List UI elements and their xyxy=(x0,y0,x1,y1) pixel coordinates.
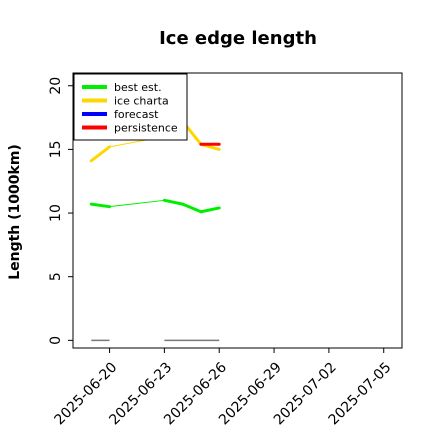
legend-label: best est. xyxy=(114,81,162,94)
series-segment xyxy=(109,199,165,208)
series-segment xyxy=(89,145,112,163)
y-tick-label: 5 xyxy=(48,272,64,281)
y-axis: 0 5 10 15 20 xyxy=(48,77,73,345)
y-tick-label: 20 xyxy=(48,77,64,95)
legend-label: persistence xyxy=(114,122,178,135)
x-axis: 2025-06-202025-06-232025-06-262025-06-29… xyxy=(52,348,395,428)
legend-label: forecast xyxy=(114,108,159,121)
series-segment xyxy=(181,202,203,214)
y-axis-label: Length (1000km) xyxy=(7,144,23,280)
y-tick-label: 15 xyxy=(48,140,64,158)
series-lines xyxy=(89,119,221,214)
legend-label: ice charta xyxy=(114,95,169,108)
series-segment xyxy=(199,206,221,214)
y-tick-label: 0 xyxy=(48,336,64,345)
series-segment xyxy=(162,198,185,206)
series-segment xyxy=(89,202,112,209)
chart-title: Ice edge length xyxy=(159,28,317,49)
y-tick-label: 10 xyxy=(48,204,64,222)
